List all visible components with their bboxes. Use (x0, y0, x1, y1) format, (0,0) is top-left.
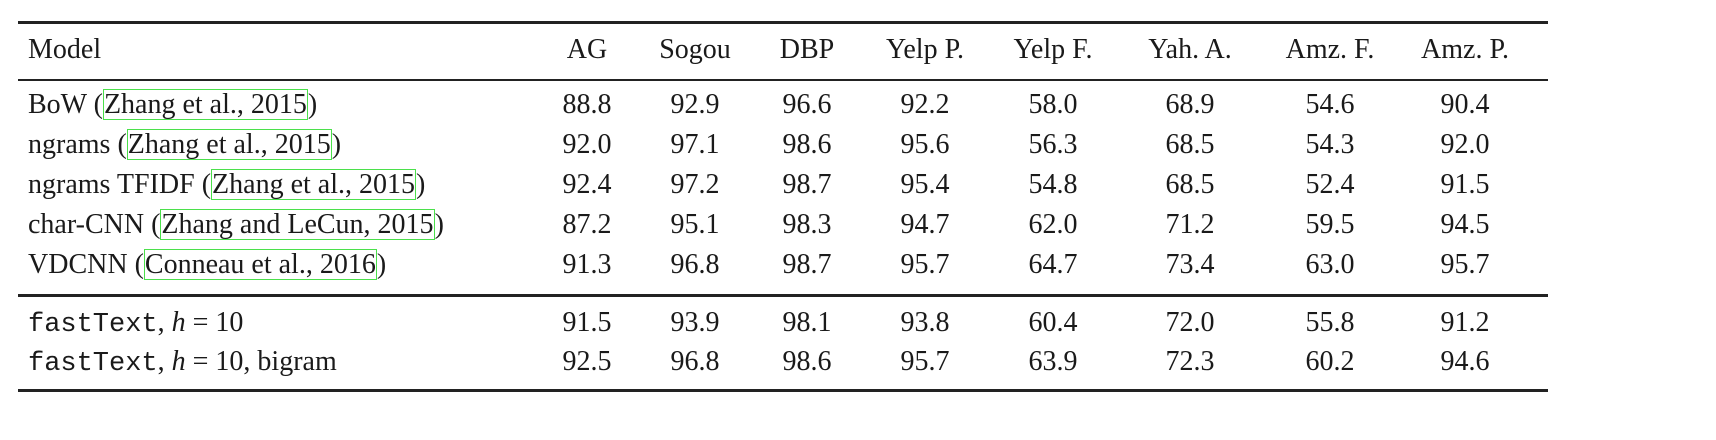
accuracy-value: 95.4 (900, 169, 950, 200)
accuracy-value: 97.2 (670, 169, 720, 200)
model-suffix: , bigram (243, 346, 337, 377)
accuracy-value: 54.8 (1028, 169, 1078, 200)
accuracy-value: 95.6 (900, 129, 950, 160)
header-rule (18, 79, 1548, 81)
accuracy-value: 92.0 (562, 129, 612, 160)
model-name: VDCNN (Conneau et al., 2016) (28, 249, 387, 280)
accuracy-value: 55.8 (1305, 307, 1355, 338)
accuracy-value: 73.4 (1165, 249, 1215, 280)
model-name: ngrams (Zhang et al., 2015) (28, 129, 342, 160)
citation-link[interactable]: Zhang and LeCun, 2015 (160, 209, 435, 240)
model-label: ngrams (28, 129, 111, 160)
accuracy-value: 87.2 (562, 209, 612, 240)
accuracy-value: 88.8 (562, 89, 612, 120)
model-name: ngrams TFIDF (Zhang et al., 2015) (28, 169, 426, 200)
accuracy-value: 98.1 (782, 307, 832, 338)
accuracy-value: 54.3 (1305, 129, 1355, 160)
model-code-name: fastText (28, 349, 158, 379)
accuracy-value: 59.5 (1305, 209, 1355, 240)
accuracy-value: 56.3 (1028, 129, 1078, 160)
accuracy-value: 60.4 (1028, 307, 1078, 338)
bottom-rule (18, 389, 1548, 392)
accuracy-value: 64.7 (1028, 249, 1078, 280)
accuracy-value: 97.1 (670, 129, 720, 160)
column-header: Yah. A. (1148, 34, 1232, 65)
column-header: Yelp P. (885, 34, 965, 65)
model-label: VDCNN (28, 249, 128, 280)
column-header: Sogou (659, 34, 731, 65)
accuracy-value: 98.6 (782, 129, 832, 160)
model-name: fastText, h = 10, bigram (28, 346, 337, 379)
accuracy-value: 93.9 (670, 307, 720, 338)
citation-link[interactable]: Zhang et al., 2015 (126, 129, 332, 160)
accuracy-value: 68.5 (1165, 169, 1215, 200)
accuracy-value: 91.3 (562, 249, 612, 280)
column-header: AG (566, 34, 608, 65)
column-header: Yelp F. (1013, 34, 1093, 65)
accuracy-value: 96.8 (670, 249, 720, 280)
accuracy-value: 98.3 (782, 209, 832, 240)
accuracy-value: 95.7 (900, 346, 950, 377)
accuracy-value: 92.0 (1440, 129, 1490, 160)
hyperparameter-symbol: h (171, 346, 186, 377)
accuracy-value: 92.5 (562, 346, 612, 377)
accuracy-value: 92.9 (670, 89, 720, 120)
column-header: Model (28, 34, 102, 65)
model-name: fastText, h = 10 (28, 307, 244, 340)
accuracy-value: 68.9 (1165, 89, 1215, 120)
accuracy-value: 92.4 (562, 169, 612, 200)
column-header: DBP (779, 34, 835, 65)
accuracy-value: 63.9 (1028, 346, 1078, 377)
accuracy-value: 95.7 (900, 249, 950, 280)
accuracy-value: 91.2 (1440, 307, 1490, 338)
hyperparameter-value: = 10 (185, 307, 244, 338)
accuracy-value: 52.4 (1305, 169, 1355, 200)
accuracy-value: 72.3 (1165, 346, 1215, 377)
citation-link[interactable]: Zhang et al., 2015 (211, 169, 416, 200)
accuracy-value: 94.5 (1440, 209, 1490, 240)
accuracy-value: 98.7 (782, 249, 832, 280)
accuracy-value: 91.5 (1440, 169, 1490, 200)
top-rule (18, 21, 1548, 24)
citation-link[interactable]: Zhang et al., 2015 (102, 89, 308, 120)
model-label: char-CNN (28, 209, 145, 240)
model-label: ngrams TFIDF (28, 169, 195, 200)
accuracy-value: 92.2 (900, 89, 950, 120)
accuracy-value: 94.7 (900, 209, 950, 240)
column-header: Amz. F. (1285, 34, 1375, 65)
accuracy-value: 60.2 (1305, 346, 1355, 377)
accuracy-value: 71.2 (1165, 209, 1215, 240)
model-label: BoW (28, 89, 87, 120)
accuracy-value: 95.7 (1440, 249, 1490, 280)
accuracy-value: 90.4 (1440, 89, 1490, 120)
group-rule (18, 294, 1548, 297)
model-code-name: fastText (28, 310, 158, 340)
model-name: BoW (Zhang et al., 2015) (28, 89, 318, 120)
accuracy-value: 62.0 (1028, 209, 1078, 240)
model-name: char-CNN (Zhang and LeCun, 2015) (28, 209, 444, 240)
accuracy-value: 72.0 (1165, 307, 1215, 338)
accuracy-value: 58.0 (1028, 89, 1078, 120)
accuracy-value: 63.0 (1305, 249, 1355, 280)
accuracy-value: 93.8 (900, 307, 950, 338)
accuracy-value: 95.1 (670, 209, 720, 240)
hyperparameter-value: = 10 (185, 346, 244, 377)
accuracy-value: 91.5 (562, 307, 612, 338)
accuracy-value: 68.5 (1165, 129, 1215, 160)
accuracy-value: 54.6 (1305, 89, 1355, 120)
accuracy-value: 98.6 (782, 346, 832, 377)
citation-link[interactable]: Conneau et al., 2016 (143, 249, 377, 280)
hyperparameter-symbol: h (171, 307, 186, 338)
column-header: Amz. P. (1421, 34, 1509, 65)
accuracy-value: 98.7 (782, 169, 832, 200)
accuracy-value: 94.6 (1440, 346, 1490, 377)
accuracy-value: 96.8 (670, 346, 720, 377)
accuracy-value: 96.6 (782, 89, 832, 120)
